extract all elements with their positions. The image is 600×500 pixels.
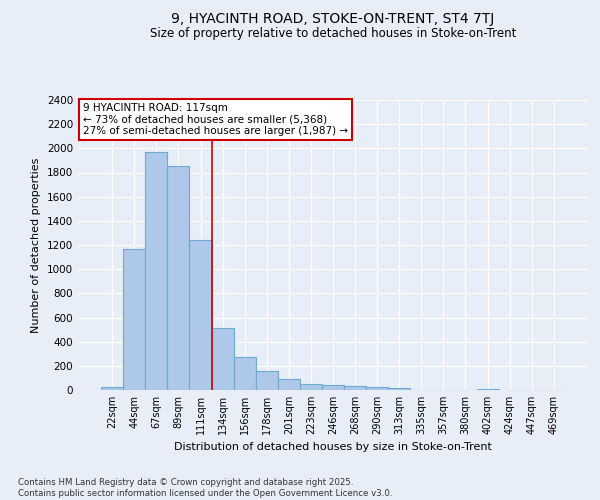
Bar [233,358,256,390]
Bar [123,248,145,390]
Text: 9, HYACINTH ROAD, STOKE-ON-TRENT, ST4 7TJ: 9, HYACINTH ROAD, STOKE-ON-TRENT, ST4 7T… [172,12,494,26]
Bar [322,385,344,390]
Bar [167,166,190,390]
Text: Size of property relative to detached houses in Stoke-on-Trent: Size of property relative to detached ho… [150,28,516,40]
Bar [256,372,278,390]
Bar [344,386,366,390]
Text: Contains HM Land Registry data © Crown copyright and database right 2025.
Contai: Contains HM Land Registry data © Crown c… [18,478,392,498]
Bar [278,379,300,390]
Bar [101,386,123,390]
Bar [300,384,322,390]
Text: Distribution of detached houses by size in Stoke-on-Trent: Distribution of detached houses by size … [174,442,492,452]
Bar [212,328,233,390]
Bar [145,152,167,390]
Text: 9 HYACINTH ROAD: 117sqm
← 73% of detached houses are smaller (5,368)
27% of semi: 9 HYACINTH ROAD: 117sqm ← 73% of detache… [83,103,348,136]
Bar [190,240,212,390]
Bar [476,388,499,390]
Bar [388,388,410,390]
Bar [366,388,388,390]
Y-axis label: Number of detached properties: Number of detached properties [31,158,41,332]
